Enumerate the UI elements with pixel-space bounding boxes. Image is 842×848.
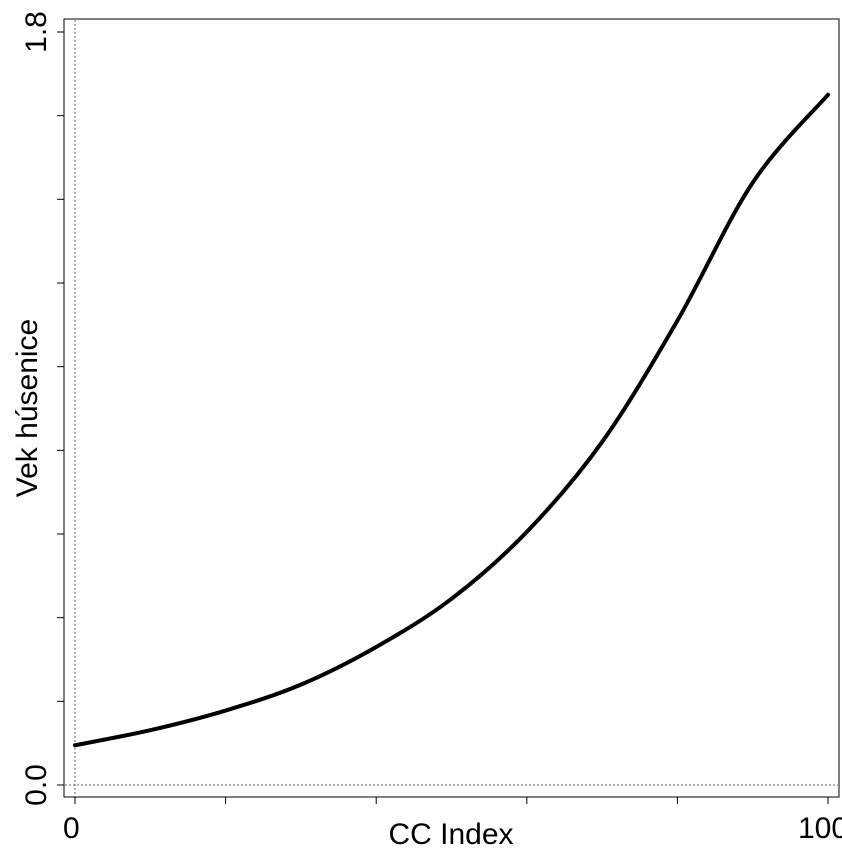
y-tick-label: 0.0	[20, 764, 53, 806]
plot-frame	[63, 18, 840, 798]
series-line	[73, 92, 830, 748]
y-axis-title: Vek húsenice	[11, 319, 44, 497]
x-axis-ticks: 0 100	[63, 797, 842, 845]
y-axis-ticks: 0.0 1.8	[20, 11, 64, 806]
x-tick-label: 0	[63, 812, 80, 845]
y-tick-label: 1.8	[20, 11, 53, 53]
x-axis-title: CC Index	[388, 818, 513, 848]
x-tick-label: 100	[798, 812, 842, 845]
